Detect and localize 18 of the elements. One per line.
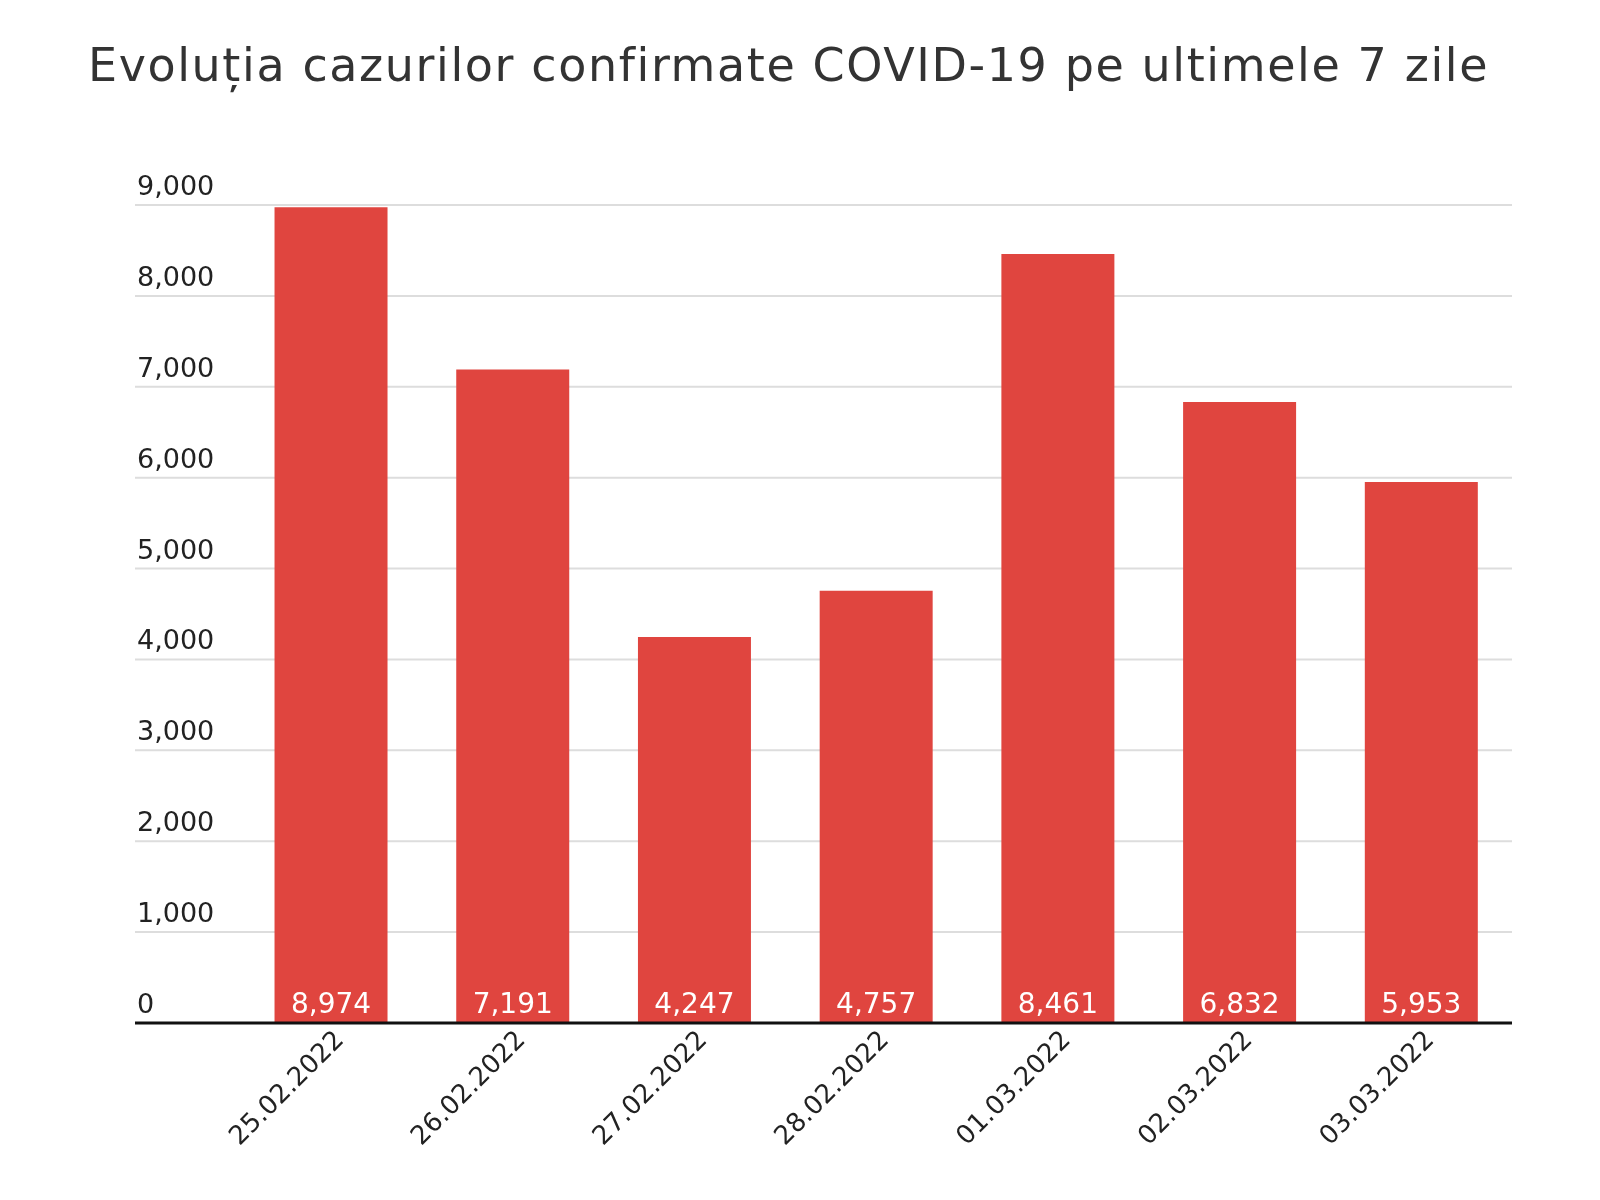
y-tick-label: 0 <box>137 988 155 1019</box>
data-label: 7,191 <box>472 987 553 1020</box>
y-tick-label: 3,000 <box>137 715 215 747</box>
y-tick-label: 2,000 <box>137 806 215 838</box>
y-tick-label: 8,000 <box>137 260 215 292</box>
y-tick-label: 7,000 <box>137 351 215 383</box>
data-label: 8,461 <box>1017 987 1098 1020</box>
y-tick-label: 1,000 <box>137 897 215 929</box>
y-tick-label: 6,000 <box>137 442 215 474</box>
data-label: 4,757 <box>836 987 917 1020</box>
data-label: 6,832 <box>1199 987 1280 1020</box>
y-tick-label: 5,000 <box>137 533 215 565</box>
data-label: 8,974 <box>290 987 372 1020</box>
y-tick-label: 4,000 <box>137 624 215 656</box>
y-tick-label: 9,000 <box>137 170 215 201</box>
data-label: 4,247 <box>654 987 735 1020</box>
chart-title: Evoluția cazurilor confirmate COVID-19 pe ultimele 7 zile <box>87 37 1491 95</box>
data-label: 5,953 <box>1381 987 1462 1020</box>
